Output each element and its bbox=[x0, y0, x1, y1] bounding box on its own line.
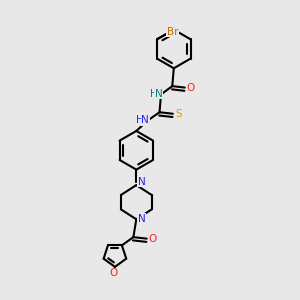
Text: H: H bbox=[150, 89, 158, 99]
Text: H: H bbox=[136, 115, 144, 125]
Text: O: O bbox=[148, 234, 157, 244]
Text: S: S bbox=[176, 109, 182, 119]
Text: N: N bbox=[137, 176, 145, 187]
Text: N: N bbox=[141, 115, 149, 125]
Text: O: O bbox=[187, 82, 195, 93]
Text: O: O bbox=[109, 268, 118, 278]
Text: Br: Br bbox=[167, 27, 178, 37]
Text: N: N bbox=[155, 89, 163, 99]
Text: N: N bbox=[137, 214, 145, 224]
